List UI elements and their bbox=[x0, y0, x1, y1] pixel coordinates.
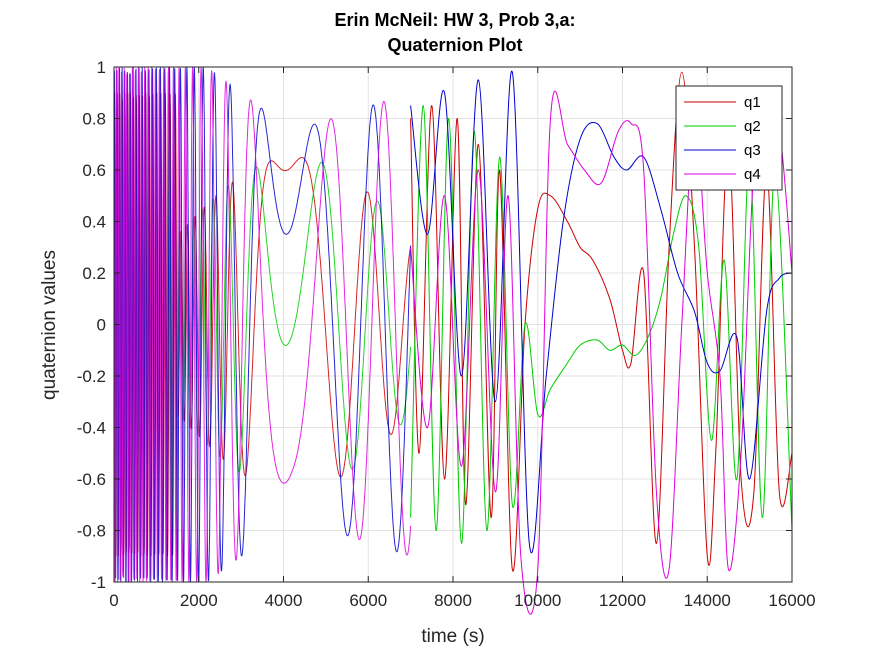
y-tick-label: 0 bbox=[97, 316, 106, 335]
x-tick-label: 6000 bbox=[349, 591, 387, 610]
chart-subtitle: Quaternion Plot bbox=[388, 35, 523, 55]
dense-q3-line bbox=[113, 66, 412, 583]
legend-label-q2: q2 bbox=[744, 118, 761, 135]
legend-box bbox=[675, 85, 783, 191]
y-tick-label: -0.4 bbox=[77, 419, 106, 438]
tick-labels: 0 2000 4000 6000 8000 10000 12000 14000 16000 -1 -… bbox=[77, 58, 816, 610]
x-axis-label: time (s) bbox=[421, 626, 484, 647]
legend-label-q1: q1 bbox=[744, 94, 761, 111]
y-tick-label: -0.6 bbox=[77, 470, 106, 489]
y-tick-label: -1 bbox=[91, 573, 106, 592]
y-axis-label: quaternion values bbox=[39, 250, 60, 400]
legend: q1 q2 q3 q4 bbox=[675, 85, 783, 191]
y-tick-label: 1 bbox=[97, 58, 106, 77]
x-tick-label: 10000 bbox=[514, 591, 561, 610]
chart-title: Erin McNeil: HW 3, Prob 3,a: bbox=[334, 10, 575, 30]
series-line-q4 bbox=[410, 90, 793, 615]
y-tick-label: 0.6 bbox=[82, 161, 106, 180]
y-tick-label: 0.2 bbox=[82, 264, 106, 283]
dense-oscillation-region bbox=[113, 66, 412, 583]
y-tick-label: -0.8 bbox=[77, 522, 106, 541]
axes bbox=[113, 66, 793, 583]
y-tick-label: 0.8 bbox=[82, 110, 106, 129]
y-tick-label: 0.4 bbox=[82, 213, 106, 232]
x-tick-label: 16000 bbox=[768, 591, 815, 610]
y-tick-label: -0.2 bbox=[77, 367, 106, 386]
x-tick-label: 0 bbox=[109, 591, 118, 610]
dense-q4-line bbox=[113, 66, 412, 583]
grid bbox=[113, 66, 793, 583]
x-tick-label: 8000 bbox=[434, 591, 472, 610]
x-tick-label: 2000 bbox=[180, 591, 218, 610]
x-tick-label: 4000 bbox=[265, 591, 303, 610]
legend-label-q4: q4 bbox=[744, 166, 761, 183]
legend-label-q3: q3 bbox=[744, 142, 761, 159]
series-line-q3 bbox=[410, 70, 793, 554]
x-tick-label: 12000 bbox=[599, 591, 646, 610]
x-tick-label: 14000 bbox=[684, 591, 731, 610]
